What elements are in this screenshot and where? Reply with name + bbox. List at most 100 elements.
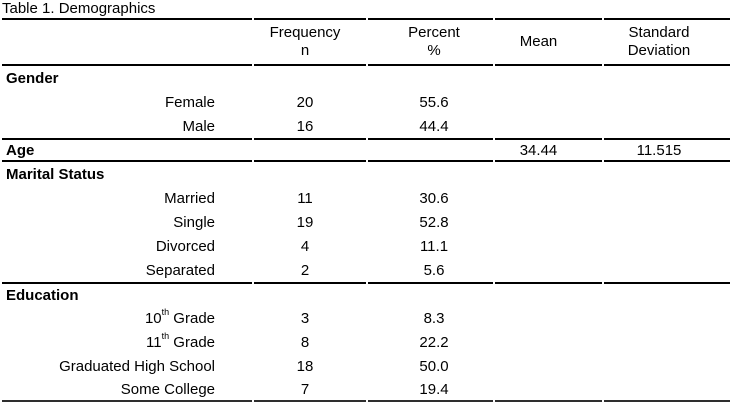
cell-mean bbox=[495, 66, 602, 90]
cell-mean bbox=[495, 306, 602, 330]
cell-n: 4 bbox=[300, 237, 310, 255]
cell-pct: 44.4 bbox=[419, 117, 449, 135]
section-label-education: Education bbox=[2, 282, 252, 306]
cell-pct: 50.0 bbox=[419, 357, 449, 375]
row-male: Male 16 44.4 bbox=[2, 114, 730, 138]
cell-mean bbox=[495, 162, 602, 186]
col-header-sd-line1: Standard bbox=[628, 24, 690, 41]
cell-sd bbox=[604, 354, 730, 378]
cell-mean bbox=[495, 378, 602, 402]
cell-n: 11 bbox=[297, 189, 313, 207]
row-label: 11th Grade bbox=[2, 330, 252, 354]
cell-mean bbox=[495, 114, 602, 138]
col-header-percent-line2: % bbox=[427, 42, 441, 59]
label-text: Grade bbox=[169, 309, 215, 327]
cell-mean bbox=[495, 186, 602, 210]
cell-n: 19 bbox=[296, 213, 314, 231]
cell-pct bbox=[368, 138, 493, 162]
row-label: 10th Grade bbox=[2, 306, 252, 330]
label-superscript: th bbox=[161, 331, 170, 342]
col-header-sd-line2: Deviation bbox=[627, 42, 691, 59]
row-label: Some College bbox=[2, 378, 252, 402]
row-single: Single 19 52.8 bbox=[2, 210, 730, 234]
cell-pct: 11.1 bbox=[419, 237, 449, 255]
cell-n: 7 bbox=[254, 378, 366, 402]
col-header-frequency-line1: Frequency bbox=[269, 24, 341, 41]
cell-pct bbox=[368, 282, 493, 306]
row-age-section: Age 34.44 11.515 bbox=[2, 138, 730, 162]
cell-n: 3 bbox=[300, 309, 310, 327]
cell-n: 8 bbox=[300, 333, 310, 351]
cell-n: 16 bbox=[296, 117, 314, 135]
cell-n bbox=[254, 138, 366, 162]
cell-n bbox=[254, 282, 366, 306]
cell-sd bbox=[604, 114, 730, 138]
cell-pct: 55.6 bbox=[419, 93, 449, 111]
cell-mean bbox=[495, 258, 602, 282]
label-superscript: th bbox=[161, 307, 170, 318]
cell-n bbox=[254, 162, 366, 186]
row-label: Married bbox=[164, 189, 215, 207]
col-header-frequency-line2: n bbox=[300, 42, 310, 59]
row-label: Single bbox=[173, 213, 215, 231]
row-label: Separated bbox=[145, 261, 215, 279]
label-text: 10 bbox=[144, 309, 162, 327]
cell-mean bbox=[495, 234, 602, 258]
cell-pct: 5.6 bbox=[423, 261, 445, 279]
row-married: Married 11 30.6 bbox=[2, 186, 730, 210]
cell-n: 18 bbox=[296, 357, 314, 375]
row-10th-grade: 10th Grade 3 8.3 bbox=[2, 306, 730, 330]
cell-sd bbox=[604, 282, 730, 306]
row-label: Female bbox=[164, 93, 215, 111]
row-graduated-high-school: Graduated High School 18 50.0 bbox=[2, 354, 730, 378]
cell-mean bbox=[495, 354, 602, 378]
cell-sd bbox=[604, 186, 730, 210]
col-header-mean: Mean bbox=[495, 18, 602, 66]
row-some-college: Some College 7 19.4 bbox=[2, 378, 730, 402]
row-11th-grade: 11th Grade 8 22.2 bbox=[2, 330, 730, 354]
cell-n: 2 bbox=[300, 261, 310, 279]
label-text: 11 bbox=[146, 333, 162, 351]
cell-sd bbox=[604, 258, 730, 282]
row-marital-status-section: Marital Status bbox=[2, 162, 730, 186]
demographics-table: Frequency n Percent % Mean Standard Devi… bbox=[0, 18, 732, 402]
row-label: Graduated High School bbox=[59, 357, 215, 375]
col-header-blank bbox=[2, 18, 252, 66]
label-text: Grade bbox=[169, 333, 215, 351]
cell-pct: 8.3 bbox=[423, 309, 445, 327]
col-header-standard-deviation: Standard Deviation bbox=[604, 18, 730, 66]
cell-mean bbox=[495, 90, 602, 114]
cell-mean bbox=[495, 210, 602, 234]
cell-pct: 52.8 bbox=[419, 213, 449, 231]
row-separated: Separated 2 5.6 bbox=[2, 258, 730, 282]
row-label: Divorced bbox=[155, 237, 215, 255]
col-header-percent-line1: Percent bbox=[408, 24, 460, 41]
cell-sd bbox=[604, 330, 730, 354]
section-label-gender: Gender bbox=[6, 69, 59, 87]
cell-mean: 34.44 bbox=[495, 138, 602, 162]
row-divorced: Divorced 4 11.1 bbox=[2, 234, 730, 258]
cell-pct bbox=[368, 66, 493, 90]
cell-n bbox=[254, 66, 366, 90]
cell-sd bbox=[604, 162, 730, 186]
col-header-frequency: Frequency n bbox=[254, 18, 366, 66]
col-header-percent: Percent % bbox=[368, 18, 493, 66]
table-title: Table 1. Demographics bbox=[2, 0, 156, 17]
row-gender-section: Gender bbox=[2, 66, 730, 90]
cell-sd bbox=[604, 90, 730, 114]
row-label: Male bbox=[182, 117, 215, 135]
row-female: Female 20 55.6 bbox=[2, 90, 730, 114]
cell-mean bbox=[495, 330, 602, 354]
cell-n: 20 bbox=[296, 93, 314, 111]
section-label-marital-status: Marital Status bbox=[6, 165, 105, 183]
cell-pct: 22.2 bbox=[419, 333, 449, 351]
cell-sd bbox=[604, 234, 730, 258]
cell-pct: 19.4 bbox=[368, 378, 493, 402]
cell-pct: 30.6 bbox=[419, 189, 449, 207]
cell-sd bbox=[604, 306, 730, 330]
header-row: Frequency n Percent % Mean Standard Devi… bbox=[2, 18, 730, 66]
cell-sd bbox=[604, 210, 730, 234]
section-label-age: Age bbox=[2, 138, 252, 162]
cell-sd bbox=[604, 66, 730, 90]
